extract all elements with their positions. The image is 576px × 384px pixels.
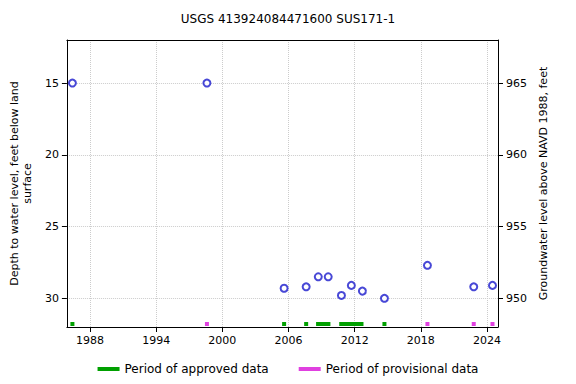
svg-text:960: 960 [506,148,527,161]
svg-text:2018: 2018 [407,334,435,347]
svg-text:1994: 1994 [142,334,170,347]
svg-text:Depth to water level, feet bel: Depth to water level, feet below land [8,81,21,286]
svg-text:USGS 413924084471600 SUS171-1: USGS 413924084471600 SUS171-1 [181,12,395,26]
svg-text:1988: 1988 [76,334,104,347]
svg-text:surface: surface [21,163,34,204]
svg-text:2000: 2000 [208,334,236,347]
svg-text:Groundwater level above NAVD 1: Groundwater level above NAVD 1988, feet [537,66,550,300]
svg-text:Period of approved data: Period of approved data [125,362,269,376]
svg-text:2006: 2006 [275,334,303,347]
svg-text:20: 20 [45,148,59,161]
svg-text:965: 965 [506,77,527,90]
svg-text:2012: 2012 [341,334,369,347]
svg-text:15: 15 [45,77,59,90]
svg-text:955: 955 [506,220,527,233]
svg-text:25: 25 [45,220,59,233]
svg-text:2024: 2024 [473,334,501,347]
svg-text:Period of provisional data: Period of provisional data [326,362,479,376]
svg-text:30: 30 [45,292,59,305]
svg-text:950: 950 [506,292,527,305]
